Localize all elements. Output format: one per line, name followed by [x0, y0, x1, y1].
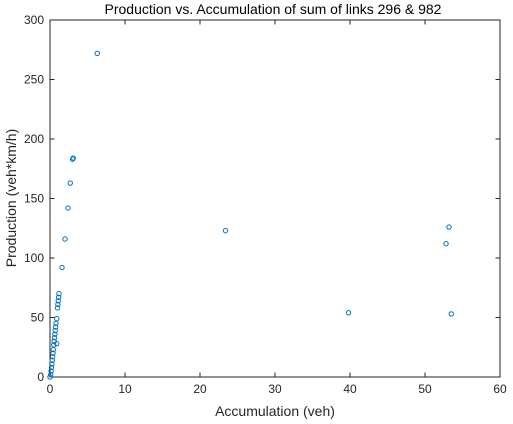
data-point	[49, 357, 55, 364]
axes-box	[49, 19, 501, 378]
data-point	[49, 361, 55, 367]
data-point	[446, 224, 452, 230]
data-point	[65, 205, 71, 211]
data-point	[345, 310, 352, 316]
data-point	[55, 301, 61, 308]
y-tick-label: 100	[24, 251, 44, 265]
data-point	[48, 364, 55, 371]
data-point	[56, 291, 62, 297]
x-tick-label: 30	[268, 382, 282, 396]
y-axis-label: Production (veh*km/h)	[3, 129, 19, 268]
data-point	[51, 335, 58, 341]
data-point	[52, 327, 58, 334]
data-point	[59, 264, 65, 271]
data-point	[54, 315, 60, 322]
data-point	[51, 342, 57, 348]
y-tick-label: 0	[37, 370, 44, 384]
data-point	[48, 371, 54, 378]
data-point	[48, 368, 54, 374]
x-tick-label: 10	[118, 382, 132, 396]
data-point	[52, 324, 59, 330]
data-point	[49, 354, 56, 360]
data-point	[50, 350, 56, 356]
plot-area: 0 10 20 30 40 50 60 0 50 100 150 200 250 300	[24, 13, 507, 396]
data-point	[94, 50, 100, 57]
chart-title: Production vs. Accumulation of sum of li…	[105, 1, 442, 17]
x-axis-label: Accumulation (veh)	[215, 403, 335, 419]
x-tick-label: 0	[47, 382, 54, 396]
y-tick-label: 150	[24, 192, 44, 206]
data-point	[54, 340, 60, 347]
y-tick-label: 250	[24, 73, 44, 87]
y-tick-label: 50	[31, 311, 45, 325]
data-point	[52, 331, 58, 337]
x-tick-label: 20	[193, 382, 207, 396]
y-axis: 0 50 100 150 200 250 300	[24, 13, 500, 384]
y-tick-label: 300	[24, 13, 44, 27]
data-point	[67, 180, 73, 186]
x-axis: 0 10 20 30 40 50 60	[47, 20, 507, 396]
data-point	[222, 227, 229, 234]
x-tick-label: 60	[493, 382, 507, 396]
data-point	[47, 374, 53, 380]
data-point	[55, 294, 62, 300]
data-series	[47, 50, 454, 380]
data-point	[443, 241, 449, 247]
x-tick-label: 40	[343, 382, 357, 396]
data-point	[54, 305, 61, 311]
y-tick-label: 200	[24, 132, 44, 146]
x-tick-label: 50	[418, 382, 432, 396]
data-point	[448, 311, 454, 317]
data-point	[55, 298, 61, 304]
data-point	[70, 155, 76, 161]
data-point	[62, 236, 68, 242]
